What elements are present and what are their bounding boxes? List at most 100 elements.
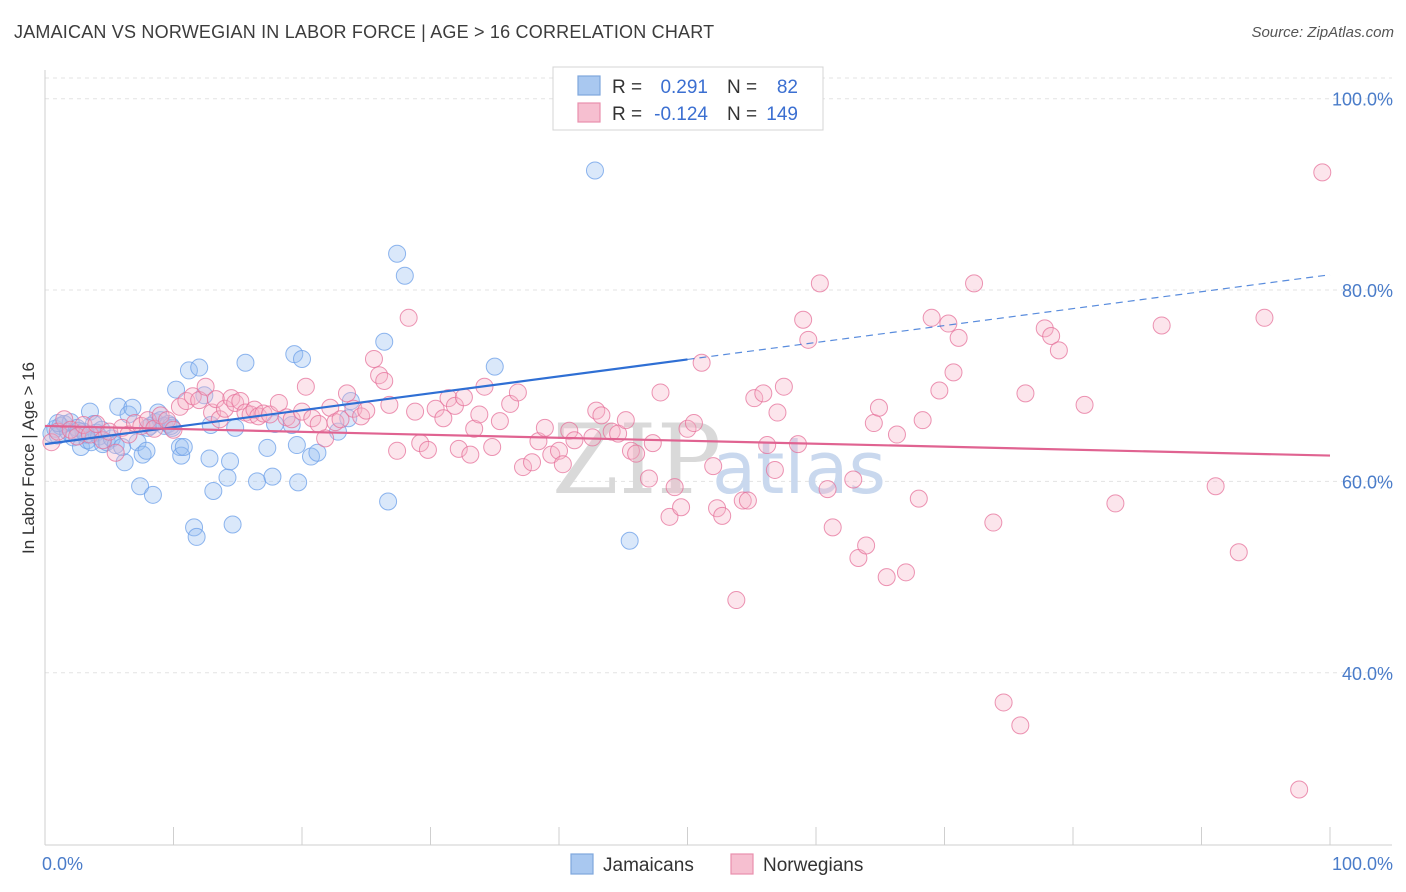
norwegian-point xyxy=(470,405,489,424)
norwegian-point xyxy=(1255,308,1274,327)
y-axis-label: In Labor Force | Age > 16 xyxy=(19,362,38,554)
norwegian-point xyxy=(465,419,484,438)
jamaican-point xyxy=(167,380,186,399)
norwegian-point xyxy=(331,410,350,429)
jamaican-point xyxy=(131,477,150,496)
jamaican-point xyxy=(109,397,128,416)
norwegian-point xyxy=(745,389,764,408)
norwegian-point xyxy=(1290,780,1309,799)
jamaican-point xyxy=(226,418,245,437)
norwegian-point xyxy=(639,469,658,488)
norwegian-point xyxy=(316,429,335,448)
norwegian-point xyxy=(733,491,752,510)
x-tick-label-min: 0.0% xyxy=(42,854,83,874)
norwegian-point xyxy=(426,399,445,418)
norwegian-point xyxy=(939,314,958,333)
norwegian-point xyxy=(514,458,533,477)
norwegian-point xyxy=(560,421,579,440)
norwegian-point xyxy=(949,328,968,347)
norwegian-point xyxy=(418,440,437,459)
legend-r-label: R = xyxy=(612,77,642,98)
jamaican-point xyxy=(388,244,407,263)
legend-r-value-norwegians: -0.124 xyxy=(654,104,708,125)
jamaican-point xyxy=(395,266,414,285)
tick-labels: 40.0% 60.0% 80.0% 100.0% 0.0% 100.0% xyxy=(42,90,1393,874)
source-attribution[interactable]: Source: ZipAtlas.com xyxy=(1251,24,1394,41)
norwegian-trend-line xyxy=(44,424,1331,457)
norwegian-point xyxy=(523,453,542,472)
norwegian-point xyxy=(106,443,125,462)
jamaican-trend-extension xyxy=(687,274,1331,361)
norwegian-point xyxy=(922,308,941,327)
norwegian-point xyxy=(74,415,93,434)
y-tick-label: 60.0% xyxy=(1342,472,1393,492)
norwegian-point xyxy=(449,439,468,458)
jamaican-point xyxy=(308,443,327,462)
norwegian-point xyxy=(380,395,399,414)
norwegian-point xyxy=(877,568,896,587)
norwegian-point xyxy=(768,403,787,422)
norwegian-point xyxy=(965,274,984,293)
norwegian-point xyxy=(461,445,480,464)
norwegian-point xyxy=(621,441,640,460)
norwegian-point xyxy=(684,414,703,433)
norwegian-point xyxy=(660,507,679,526)
norwegian-point xyxy=(913,411,932,430)
jamaican-point xyxy=(123,398,142,417)
jamaican-point xyxy=(258,438,277,457)
norwegian-point xyxy=(231,392,250,411)
norwegian-point xyxy=(818,480,837,499)
norwegian-point xyxy=(944,363,963,382)
watermark: ZIP atlas xyxy=(552,404,886,516)
norwegian-point xyxy=(406,402,425,421)
jamaican-point xyxy=(190,358,209,377)
series-legend: Jamaicans Norwegians xyxy=(570,853,863,876)
legend-n-value-norwegians: 149 xyxy=(766,104,798,125)
norwegian-point xyxy=(196,377,215,396)
norwegian-point xyxy=(565,431,584,450)
norwegian-point xyxy=(55,410,74,429)
jamaican-point xyxy=(236,353,255,372)
chart-title: JAMAICAN VS NORWEGIAN IN LABOR FORCE | A… xyxy=(14,22,715,42)
norwegian-point xyxy=(727,591,746,610)
norwegian-point xyxy=(1229,543,1248,562)
jamaican-point xyxy=(143,485,162,504)
norwegian-point xyxy=(774,377,793,396)
norwegian-point xyxy=(454,388,473,407)
norwegian-point xyxy=(704,457,723,476)
norwegian-point xyxy=(296,377,315,396)
norwegian-point xyxy=(1035,319,1054,338)
norwegian-point xyxy=(269,393,288,412)
bottom-legend-swatch-norwegians xyxy=(730,853,754,875)
bottom-legend-jamaicans: Jamaicans xyxy=(603,855,694,876)
norwegian-point xyxy=(810,274,829,293)
norwegian-point xyxy=(609,424,628,443)
legend-n-label: N = xyxy=(727,104,757,125)
norwegian-point xyxy=(1152,316,1171,335)
jamaican-point xyxy=(293,349,311,368)
norwegian-point xyxy=(844,470,863,489)
norwegian-point xyxy=(692,353,711,372)
jamaican-point xyxy=(379,492,398,511)
norwegian-point xyxy=(758,436,777,455)
jamaican-point xyxy=(289,473,308,492)
jamaican-point xyxy=(179,361,198,380)
norwegian-point xyxy=(592,406,611,425)
norwegian-point xyxy=(984,513,1003,532)
norwegian-point xyxy=(388,441,407,460)
norwegian-point xyxy=(337,384,356,403)
norwegian-point xyxy=(399,308,418,327)
norwegian-point xyxy=(823,518,842,537)
norwegian-point xyxy=(994,693,1013,712)
norwegian-point xyxy=(896,563,915,582)
bottom-legend-norwegians: Norwegians xyxy=(763,855,863,876)
norwegian-point xyxy=(887,425,906,444)
jamaican-point xyxy=(287,436,306,455)
jamaican-point xyxy=(223,515,242,534)
jamaican-point xyxy=(248,472,267,491)
norwegian-point xyxy=(627,444,646,463)
norwegian-point xyxy=(364,349,383,368)
norwegian-point xyxy=(909,489,928,508)
norwegian-point xyxy=(587,401,606,420)
